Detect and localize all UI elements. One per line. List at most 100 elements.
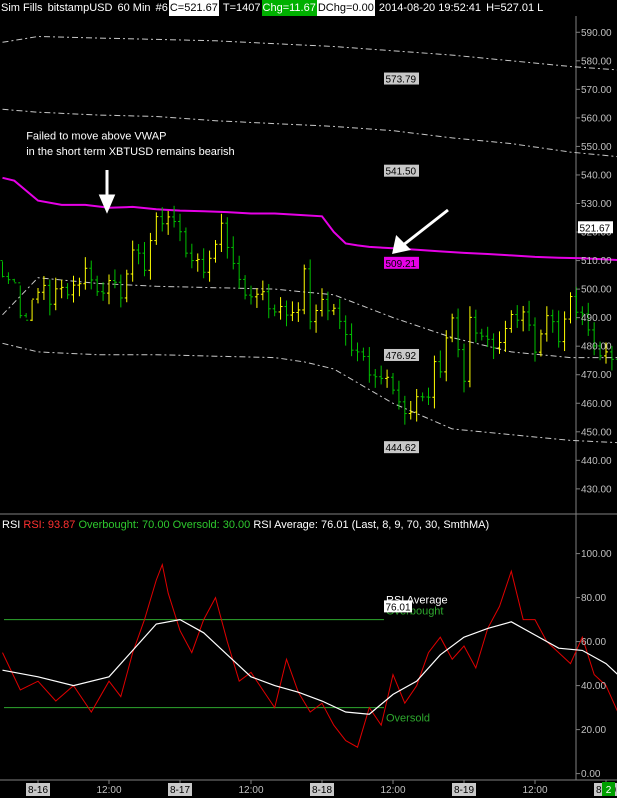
price-bar bbox=[533, 317, 537, 362]
price-label-0: 573.79 bbox=[384, 72, 419, 86]
svg-text:8-19: 8-19 bbox=[454, 785, 474, 796]
price-bar bbox=[24, 313, 29, 321]
price-bar bbox=[485, 326, 490, 348]
price-bar bbox=[284, 300, 289, 327]
price-bar bbox=[237, 255, 242, 289]
break-arrow-icon bbox=[392, 208, 449, 254]
price-bar bbox=[609, 345, 614, 371]
header-close: C=521.67 bbox=[168, 0, 219, 16]
price-tick-label: 460.00 bbox=[581, 399, 612, 410]
price-bar bbox=[59, 279, 64, 299]
header-num: #6 bbox=[155, 2, 168, 14]
price-bar bbox=[249, 285, 253, 305]
price-bar bbox=[130, 240, 135, 282]
upper2-band bbox=[2, 35, 617, 71]
price-tick-label: 510.00 bbox=[581, 256, 612, 267]
svg-text:8-16: 8-16 bbox=[28, 785, 48, 796]
price-bar bbox=[408, 400, 413, 420]
price-tick-label: 470.00 bbox=[581, 370, 612, 381]
price-bar bbox=[503, 320, 508, 352]
svg-text:76.01: 76.01 bbox=[386, 602, 411, 613]
rsi-tick-label: 80.00 bbox=[581, 593, 606, 604]
rsi-tick-label: 40.00 bbox=[581, 681, 606, 692]
header-chg: Chg=11.67 bbox=[261, 0, 317, 16]
lower1-band bbox=[2, 277, 617, 359]
price-bar bbox=[166, 210, 171, 235]
svg-text:521.67: 521.67 bbox=[580, 223, 611, 234]
price-tick-label: 540.00 bbox=[581, 170, 612, 181]
svg-text:12:00: 12:00 bbox=[96, 785, 121, 796]
price-bar bbox=[272, 304, 277, 317]
lower2-band bbox=[2, 342, 617, 444]
price-bar bbox=[355, 342, 360, 362]
vwap-line bbox=[2, 176, 617, 261]
svg-text:541.50: 541.50 bbox=[386, 167, 417, 178]
price-label-1: 541.50 bbox=[384, 164, 419, 178]
price-bar bbox=[391, 373, 395, 395]
svg-text:12:00: 12:00 bbox=[522, 785, 547, 796]
price-bar bbox=[266, 283, 271, 319]
rsi-header-overbought: Overbought: 70.00 bbox=[78, 519, 170, 531]
price-bar bbox=[308, 259, 313, 330]
price-bar bbox=[201, 248, 206, 279]
price-bar bbox=[83, 257, 88, 290]
price-bar bbox=[491, 333, 496, 360]
price-bar bbox=[12, 278, 17, 284]
time-tick-label: 8-18 bbox=[310, 783, 334, 796]
price-tick-label: 570.00 bbox=[581, 85, 612, 96]
time-tick-label: 12:00 bbox=[238, 785, 263, 796]
price-tick-label: 500.00 bbox=[581, 285, 612, 296]
svg-text:8-17: 8-17 bbox=[170, 785, 190, 796]
time-tick-label: 8-16 bbox=[26, 783, 50, 796]
chart-header: Sim Fills bitstampUSD 60 Min #6 C=521.67 … bbox=[0, 0, 617, 16]
price-tick-label: 590.00 bbox=[581, 28, 612, 39]
rsi-header-params: (Last, 8, 9, 70, 30, SmthMA) bbox=[351, 519, 490, 531]
price-bar bbox=[136, 244, 141, 265]
rsi-header-oversold: Oversold: 30.00 bbox=[172, 519, 251, 531]
price-bar bbox=[580, 306, 585, 326]
price-bar bbox=[343, 315, 348, 346]
price-label-3: 476.92 bbox=[384, 348, 419, 362]
price-bar bbox=[402, 395, 407, 425]
time-tick-label: 12:00 bbox=[380, 785, 405, 796]
price-bar bbox=[367, 347, 372, 383]
price-bar bbox=[462, 343, 466, 393]
price-bar bbox=[473, 309, 478, 343]
price-bar bbox=[592, 322, 597, 356]
price-tick-label: 440.00 bbox=[581, 456, 612, 467]
price-bar bbox=[183, 227, 188, 258]
price-tick-label: 450.00 bbox=[581, 427, 612, 438]
price-bar bbox=[219, 213, 224, 253]
time-tick-label: 12:00 bbox=[96, 785, 121, 796]
price-bar bbox=[556, 310, 561, 348]
price-bar bbox=[450, 313, 455, 343]
price-bar bbox=[296, 302, 301, 322]
price-bar bbox=[53, 277, 58, 311]
time-tick-label: 8-19 bbox=[452, 783, 476, 796]
price-bar bbox=[302, 264, 307, 315]
price-bar bbox=[112, 269, 117, 289]
price-bar bbox=[107, 274, 111, 305]
price-bar bbox=[349, 323, 354, 357]
rsi-header-value: RSI: 93.87 bbox=[23, 519, 76, 531]
price-tick-label: 530.00 bbox=[581, 199, 612, 210]
price-bar bbox=[254, 288, 259, 308]
price-label-5: 521.67 bbox=[578, 221, 613, 234]
price-bar bbox=[444, 330, 449, 382]
price-bar bbox=[574, 287, 579, 320]
price-bar bbox=[509, 310, 514, 333]
time-tick-label: 8-17 bbox=[168, 783, 192, 796]
annotation-5: Failed to move above VWAP bbox=[26, 130, 166, 142]
svg-text:8-18: 8-18 bbox=[312, 785, 332, 796]
price-bar bbox=[420, 392, 425, 402]
price-bar bbox=[207, 250, 212, 282]
price-bar bbox=[456, 308, 461, 358]
price-bar bbox=[568, 292, 573, 324]
svg-text:573.79: 573.79 bbox=[386, 75, 417, 86]
price-bar bbox=[385, 369, 390, 388]
header-mode: Sim Fills bbox=[1, 2, 43, 14]
price-bar bbox=[320, 288, 324, 317]
price-bar bbox=[36, 287, 40, 304]
price-bar bbox=[18, 282, 23, 319]
price-bar bbox=[225, 217, 230, 259]
